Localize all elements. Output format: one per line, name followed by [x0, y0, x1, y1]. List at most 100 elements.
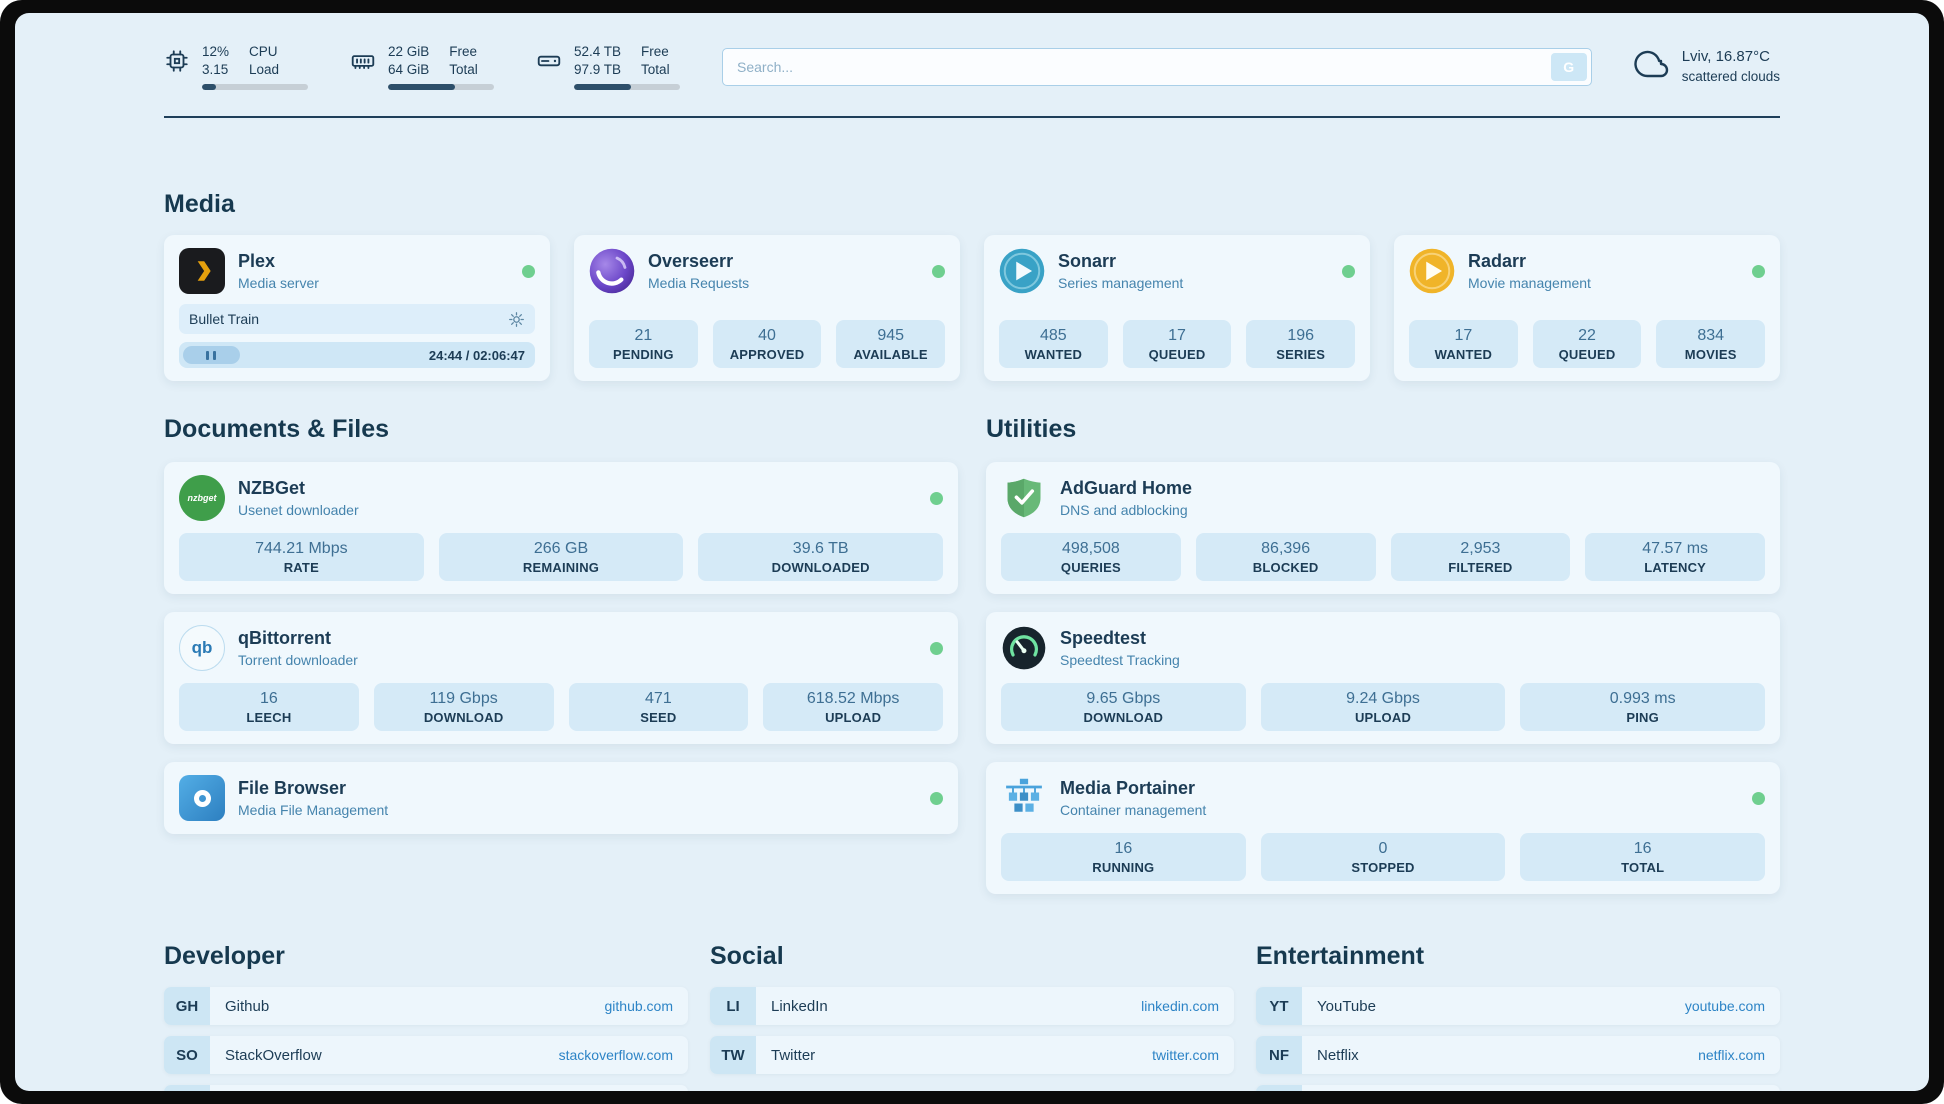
section-media: Media Plex Media server Bullet Train	[164, 190, 1780, 382]
weather-widget[interactable]: Lviv, 16.87°C scattered clouds	[1634, 46, 1780, 87]
bookmark-abbr: YT	[1256, 987, 1302, 1026]
stat-tile: 16 LEECH	[179, 683, 359, 732]
disk-free-value: 52.4 TB	[574, 44, 622, 59]
stat-label: LEECH	[246, 710, 292, 726]
stat-value: 39.6 TB	[792, 540, 849, 558]
bookmark-url[interactable]: youtube.com	[1684, 998, 1765, 1015]
stat-tile: 945 AVAILABLE	[836, 320, 946, 369]
bookmark-reddit[interactable]: RE Reddit reddit.com	[1256, 1085, 1780, 1091]
overseerr-card[interactable]: Overseerr Media Requests 21 PENDING 40 A…	[574, 235, 960, 382]
app-subtitle: Media server	[238, 275, 319, 292]
portainer-card[interactable]: Media Portainer Container management 16 …	[986, 762, 1780, 895]
cpu-progress-fill	[202, 84, 216, 91]
portainer-icon	[1001, 775, 1047, 821]
stat-tile: 47.57 ms LATENCY	[1585, 533, 1765, 582]
weather-location: Lviv, 16.87°C	[1681, 48, 1770, 66]
stat-value: 17	[1454, 327, 1473, 345]
disk-total-value: 97.9 TB	[574, 61, 622, 77]
disk-progress-bar	[574, 84, 680, 91]
filebrowser-card[interactable]: File Browser Media File Management	[164, 762, 958, 835]
section-documents: Documents & Files nzbget NZBGet Usenet d…	[164, 415, 958, 835]
app-subtitle: Series management	[1058, 275, 1184, 292]
nzbget-icon: nzbget	[179, 475, 225, 522]
bookmark-stackoverflow[interactable]: SO StackOverflow stackoverflow.com	[164, 1036, 688, 1075]
bookmark-abbr: GH	[164, 987, 210, 1026]
stat-tile: 22 QUEUED	[1532, 320, 1642, 369]
search-engine-button[interactable]: G	[1550, 52, 1587, 81]
bookmark-url[interactable]: netflix.com	[1698, 1047, 1765, 1064]
cpu-label: CPU	[249, 44, 278, 59]
stat-tile: 9.24 Gbps UPLOAD	[1260, 683, 1506, 732]
status-dot	[522, 264, 535, 278]
sonarr-card[interactable]: Sonarr Series management 485 WANTED 17 Q…	[984, 235, 1370, 382]
stat-label: STOPPED	[1351, 860, 1415, 876]
plex-icon	[179, 248, 225, 295]
playback-progress-bar[interactable]: 24:44 / 02:06:47	[179, 342, 535, 369]
gear-icon[interactable]	[508, 311, 525, 328]
stat-value: 86,396	[1261, 540, 1311, 558]
bookmark-abbr: NF	[1256, 1036, 1302, 1075]
stat-value: 945	[877, 327, 905, 345]
stat-tile: 9.65 Gbps DOWNLOAD	[1001, 683, 1246, 732]
stat-value: 16	[1633, 840, 1652, 858]
bookmark-linkedin[interactable]: LI LinkedIn linkedin.com	[710, 987, 1234, 1026]
app-name: File Browser	[238, 778, 347, 799]
stat-label: PENDING	[613, 347, 674, 363]
search-input[interactable]	[722, 47, 1592, 86]
bookmark-twitter[interactable]: TW Twitter twitter.com	[710, 1036, 1234, 1075]
plex-card[interactable]: Plex Media server Bullet Train	[164, 235, 550, 382]
nzbget-card[interactable]: nzbget NZBGet Usenet downloader 744.21 M…	[164, 462, 958, 595]
ram-widget: 22 GiB 64 GiB Free Total	[350, 43, 494, 91]
radarr-icon	[1409, 248, 1455, 294]
stat-tile: 16 RUNNING	[1001, 833, 1246, 882]
adguard-icon	[1001, 475, 1047, 521]
stat-label: DOWNLOAD	[1083, 710, 1164, 726]
stat-value: 21	[634, 327, 653, 345]
stat-tile: 86,396 BLOCKED	[1195, 533, 1376, 582]
app-name: NZBGet	[238, 478, 305, 499]
app-subtitle: Movie management	[1468, 275, 1591, 292]
app-name: Radarr	[1468, 251, 1527, 272]
stat-value: 498,508	[1061, 540, 1120, 558]
bookmark-name: Netflix	[1317, 1046, 1359, 1064]
stat-value: 266 GB	[533, 540, 589, 558]
bookmark-name: Github	[225, 997, 270, 1015]
bookmark-netflix[interactable]: NF Netflix netflix.com	[1256, 1036, 1780, 1075]
topbar: 12% 3.15 CPU Load	[164, 13, 1780, 91]
bookmark-url[interactable]: linkedin.com	[1141, 998, 1219, 1015]
ram-free-label: Free	[449, 44, 478, 59]
speedtest-icon	[1001, 625, 1047, 671]
stat-tile: 21 PENDING	[589, 320, 698, 369]
bookmark-url[interactable]: github.com	[604, 998, 673, 1015]
adguard-card[interactable]: AdGuard Home DNS and adblocking 498,508 …	[986, 462, 1780, 595]
bookmark-abbr: SO	[164, 1036, 210, 1075]
section-title-utilities: Utilities	[986, 415, 1077, 444]
bookmark-youtube[interactable]: YT YouTube youtube.com	[1256, 987, 1780, 1026]
speedtest-card[interactable]: Speedtest Speedtest Tracking 9.65 Gbps D…	[986, 612, 1780, 745]
bookmark-url[interactable]: twitter.com	[1152, 1047, 1219, 1064]
stat-value: 485	[1039, 327, 1067, 345]
section-developer: Developer GH Github github.com SO StackO…	[164, 942, 688, 1091]
bookmark-url[interactable]: stackoverflow.com	[558, 1047, 673, 1064]
qbittorrent-card[interactable]: qb qBittorrent Torrent downloader 16 LEE…	[164, 612, 958, 745]
app-name: Sonarr	[1058, 251, 1117, 272]
app-name: Overseerr	[648, 251, 734, 272]
stat-label: TOTAL	[1621, 860, 1665, 876]
app-name: qBittorrent	[238, 628, 331, 649]
bookmark-abbr: DT	[164, 1085, 210, 1091]
app-subtitle: Speedtest Tracking	[1060, 652, 1180, 669]
cpu-chip-icon	[164, 48, 190, 74]
bookmark-name: Twitter	[771, 1046, 816, 1064]
radarr-card[interactable]: Radarr Movie management 17 WANTED 22 QUE…	[1394, 235, 1780, 382]
bookmark-github[interactable]: GH Github github.com	[164, 987, 688, 1026]
cloud-icon	[1634, 46, 1670, 87]
stat-value: 40	[758, 327, 776, 345]
cpu-widget: 12% 3.15 CPU Load	[164, 43, 308, 91]
pause-button[interactable]	[183, 346, 240, 365]
disk-total-label: Total	[641, 61, 670, 77]
stat-value: 744.21 Mbps	[255, 540, 348, 558]
bookmark-dev[interactable]: DT DEV dev.to	[164, 1085, 688, 1091]
cpu-load-value: 3.15	[202, 61, 229, 77]
stat-label: BLOCKED	[1252, 560, 1319, 576]
now-playing-row: Bullet Train	[179, 304, 535, 335]
